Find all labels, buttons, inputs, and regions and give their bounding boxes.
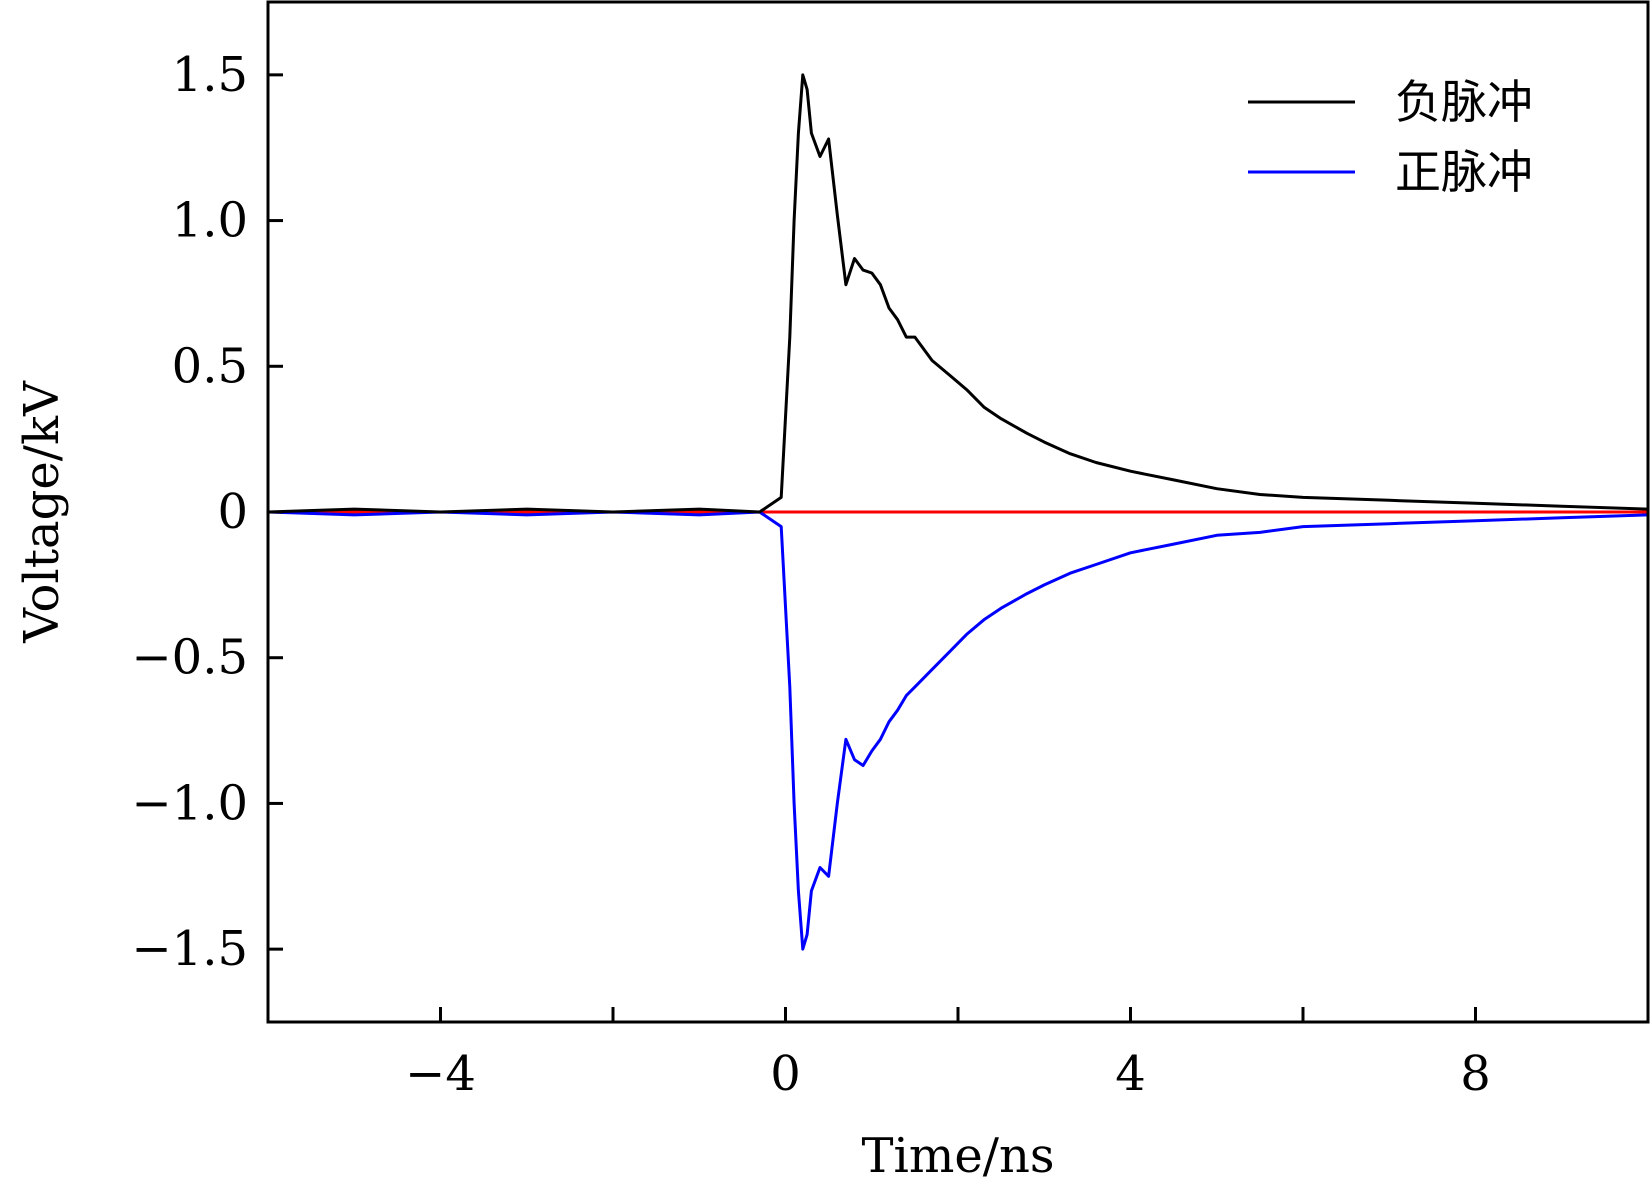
legend-label: 负脉冲 [1395,75,1533,129]
legend-label: 正脉冲 [1395,145,1533,199]
y-tick-label: −1.0 [131,775,248,831]
series-line-负脉冲 [268,73,1648,514]
y-tick-label: 1.0 [172,193,248,249]
x-axis-label: Time/ns [861,1128,1054,1184]
y-tick-label: 0.5 [172,338,248,394]
axis-tick-labels: −4 0 4 8 1.5 1.0 0.5 0 −0.5 −1.0 −1.5 [131,47,1490,1102]
y-axis-label: Voltage/kV [14,380,70,644]
axis-ticks [268,73,1477,1022]
x-tick-label: 0 [770,1046,801,1102]
y-tick-label: −1.5 [131,921,248,977]
x-tick-label: −4 [405,1046,476,1102]
plot-area [268,73,1648,951]
y-tick-label: −0.5 [131,630,248,686]
x-tick-label: 8 [1460,1046,1491,1102]
y-tick-label: 0 [217,484,248,540]
x-tick-label: 4 [1115,1046,1146,1102]
y-tick-label: 1.5 [172,47,248,103]
series-line-正脉冲 [268,510,1648,951]
